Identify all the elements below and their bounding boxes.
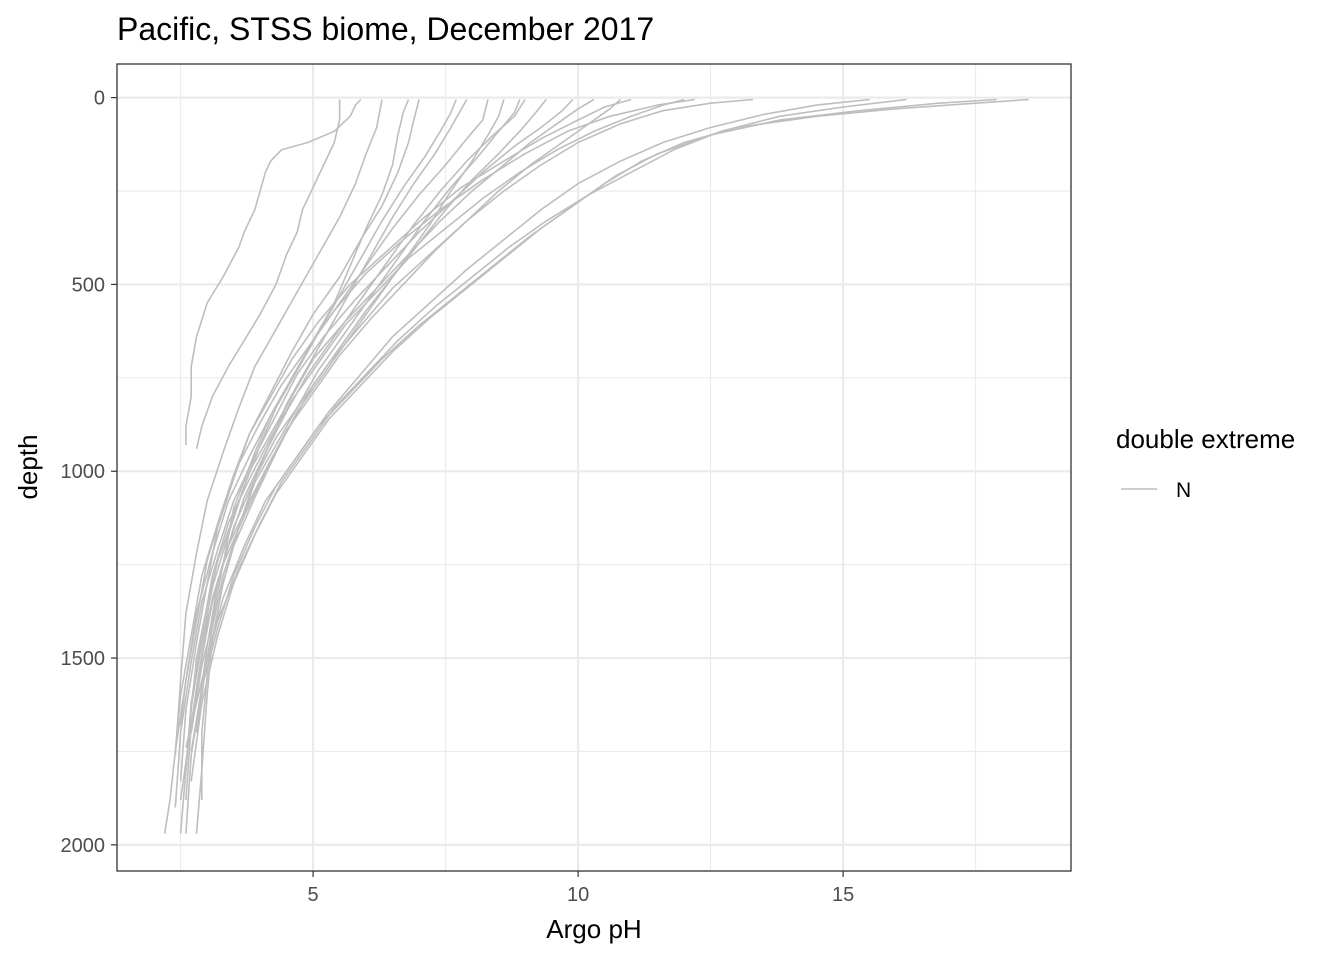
series-layer <box>163 98 1029 834</box>
y-tick-label: 1500 <box>61 648 106 670</box>
y-tick-label: 500 <box>72 274 105 296</box>
minor-gridlines <box>117 64 1071 871</box>
profile-line-10 <box>190 98 870 752</box>
profile-line-15 <box>185 99 457 771</box>
profile-line-22 <box>190 99 505 733</box>
profile-line-23 <box>185 98 685 771</box>
profile-line-11 <box>195 98 1029 733</box>
y-axis: 0 500 1000 1500 2000 <box>61 88 117 857</box>
plot-panel-border <box>116 63 1072 872</box>
y-tick-label: 1000 <box>61 461 106 483</box>
profile-line-5 <box>185 99 521 834</box>
y-axis-title: depth <box>13 434 43 499</box>
plot-panel <box>117 64 1071 871</box>
x-axis-title: Argo pH <box>546 914 641 944</box>
profile-line-16 <box>174 99 489 752</box>
x-axis: 5 10 15 <box>308 871 854 906</box>
profile-line-12 <box>190 98 997 782</box>
profile-line-2 <box>195 99 341 449</box>
legend: double extreme N <box>1116 424 1295 502</box>
major-gridlines <box>117 64 1071 871</box>
profile-line-21 <box>174 98 574 808</box>
profile-line-18 <box>185 98 547 801</box>
profile-line-13 <box>185 98 907 748</box>
profile-line-1 <box>185 98 362 446</box>
profile-line-17 <box>174 99 383 756</box>
profile-line-19 <box>185 98 622 763</box>
y-tick-label: 0 <box>94 88 105 110</box>
legend-label-n: N <box>1176 479 1191 502</box>
x-tick-label: 10 <box>567 884 589 906</box>
x-tick-label: 5 <box>308 884 319 906</box>
chart-title: Pacific, STSS biome, December 2017 <box>117 11 654 47</box>
y-tick-label: 2000 <box>61 835 106 857</box>
x-tick-label: 15 <box>832 884 854 906</box>
legend-title: double extreme <box>1116 424 1295 454</box>
profile-line-20 <box>163 99 420 834</box>
